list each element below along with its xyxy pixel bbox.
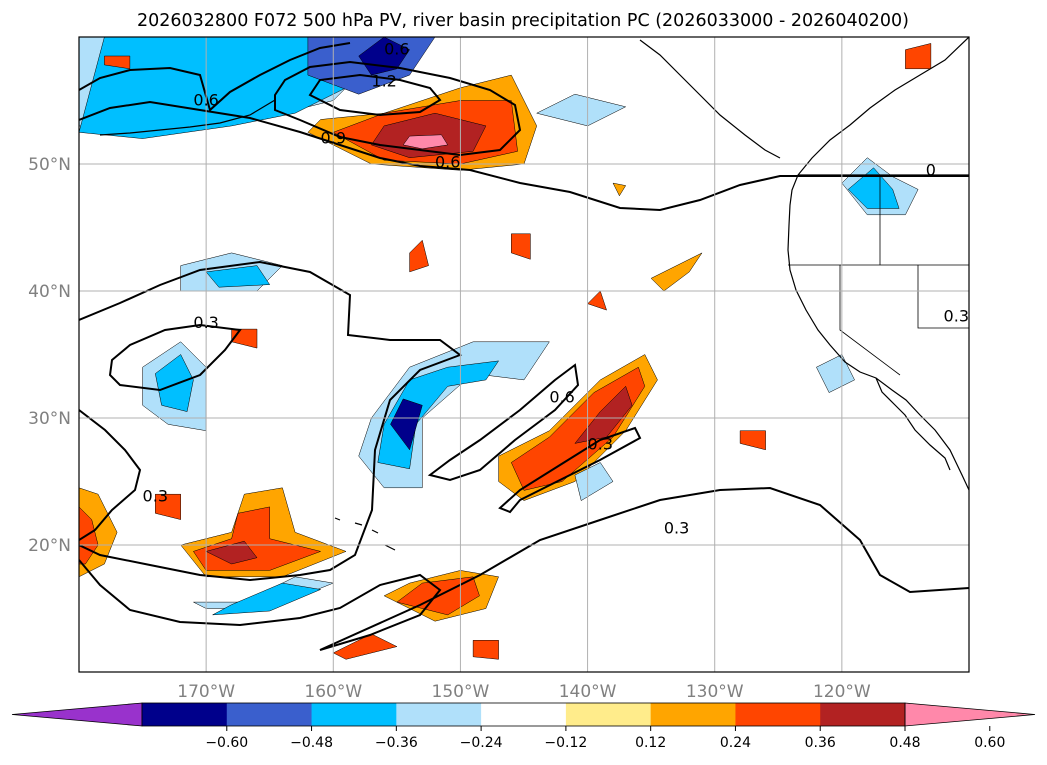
colorbar: −0.60 −0.48 −0.36 −0.24 −0.12 0.12 0.24 0.36 0.4… bbox=[11, 702, 1036, 751]
filled-region-17 bbox=[390, 398, 423, 451]
pv-contour-0.9 bbox=[274, 60, 522, 157]
x-tick-label-2: 150°W bbox=[432, 682, 490, 702]
colorbar-extend-max bbox=[904, 702, 1036, 727]
chart-title: 2026032800 F072 500 hPa PV, river basin … bbox=[137, 11, 909, 31]
filled-region-7 bbox=[402, 134, 449, 150]
filled-region-19 bbox=[510, 366, 646, 491]
north-america-coastline bbox=[787, 37, 969, 491]
filled-region-14 bbox=[155, 354, 194, 412]
y-tick-label-1: 30°N bbox=[28, 409, 71, 429]
filled-region-34 bbox=[587, 290, 607, 311]
pv-contour-1.2 bbox=[308, 73, 442, 117]
pv-contour-0.3-narrow bbox=[498, 426, 642, 514]
contour-label-4: 0.6 bbox=[435, 153, 460, 172]
filled-region-28 bbox=[212, 582, 322, 616]
filled-region-20 bbox=[574, 385, 633, 444]
baja-peninsula bbox=[875, 377, 951, 471]
colorbar-tick-label-2: −0.36 bbox=[375, 735, 418, 751]
filled-region-41 bbox=[511, 233, 531, 260]
colorbar-tick-label-9: 0.60 bbox=[974, 735, 1005, 751]
contour-label-6: 0.6 bbox=[549, 388, 574, 407]
colorbar-tick-label-3: −0.24 bbox=[460, 735, 503, 751]
contour-label-1: 0.6 bbox=[384, 40, 409, 59]
colorbar-frame bbox=[141, 702, 906, 727]
map-gridlines bbox=[79, 37, 969, 672]
longitude-tick-labels: 170°W 160°W 150°W 140°W 130°W 120°W bbox=[177, 682, 871, 702]
filled-region-33 bbox=[409, 239, 429, 273]
precipitation-pc-fills bbox=[79, 37, 932, 660]
colorbar-tick-label-6: 0.24 bbox=[720, 735, 751, 751]
pv-contour-0.3-south bbox=[79, 486, 969, 651]
filled-region-10 bbox=[847, 167, 900, 209]
colorbar-bin-3 bbox=[311, 703, 397, 726]
contour-label-2: 1.2 bbox=[371, 71, 396, 90]
pv-contour-0.3-large bbox=[79, 260, 463, 582]
contour-label-8: 0.3 bbox=[143, 487, 168, 506]
y-tick-label-3: 50°N bbox=[28, 155, 71, 175]
pv-contour-0.6-north bbox=[79, 100, 969, 212]
x-tick-label-0: 170°W bbox=[177, 682, 235, 702]
filled-region-36 bbox=[739, 430, 766, 451]
y-tick-label-0: 20°N bbox=[28, 536, 71, 556]
coastline-and-borders bbox=[99, 37, 969, 551]
contour-label-7: 0.3 bbox=[588, 435, 613, 454]
colorbar-tick-label-7: 0.36 bbox=[805, 735, 836, 751]
contour-label-10: 0.3 bbox=[944, 306, 969, 325]
pv-contour-0.3-west-loop bbox=[108, 323, 242, 392]
colorbar-bin-2 bbox=[226, 703, 313, 726]
contour-label-0: 0.6 bbox=[193, 91, 218, 110]
filled-region-8 bbox=[535, 93, 627, 127]
colorbar-bin-4 bbox=[396, 703, 482, 726]
colorbar-tick-label-1: −0.48 bbox=[290, 735, 333, 751]
colorbar-bin-1 bbox=[142, 703, 228, 726]
hawaii-islands bbox=[334, 517, 396, 551]
aleutian-islands bbox=[99, 99, 276, 136]
x-tick-label-1: 160°W bbox=[304, 682, 362, 702]
pv-contour-0.6-alaska bbox=[79, 42, 351, 112]
contour-label-9: 0.3 bbox=[664, 518, 689, 537]
filled-region-37 bbox=[155, 493, 181, 520]
colorbar-bin-5 bbox=[481, 703, 567, 726]
pv-contour-0.3-west-edge bbox=[79, 409, 142, 541]
filled-region-23 bbox=[79, 506, 99, 565]
colorbar-tick-label-5: 0.12 bbox=[635, 735, 666, 751]
state-borders bbox=[788, 175, 969, 376]
contour-label-5: 0.3 bbox=[193, 313, 218, 332]
colorbar-bin-6 bbox=[565, 703, 652, 726]
x-tick-label-3: 140°W bbox=[559, 682, 617, 702]
pv-contour-0.6-ridge bbox=[427, 363, 580, 482]
contour-label-3: 0.9 bbox=[321, 129, 346, 148]
map-frame bbox=[78, 36, 970, 673]
contour-label-11: 0 bbox=[926, 160, 936, 179]
x-tick-label-5: 120°W bbox=[813, 682, 871, 702]
alaska-panhandle-islands bbox=[639, 39, 781, 159]
colorbar-extend-min bbox=[11, 702, 143, 727]
colorbar-tick-label-0: −0.60 bbox=[205, 735, 248, 751]
filled-region-35 bbox=[816, 354, 855, 393]
y-tick-label-2: 40°N bbox=[28, 282, 71, 302]
colorbar-tick-label-4: −0.12 bbox=[544, 735, 587, 751]
colorbar-tick-label-8: 0.48 bbox=[889, 735, 920, 751]
filled-region-12 bbox=[205, 265, 271, 288]
x-tick-label-4: 130°W bbox=[686, 682, 744, 702]
colorbar-bin-8 bbox=[735, 703, 821, 726]
colorbar-bin-7 bbox=[650, 703, 736, 726]
filled-region-42 bbox=[612, 182, 627, 197]
filled-region-32 bbox=[650, 252, 703, 292]
filled-region-31 bbox=[332, 633, 398, 660]
filled-region-21 bbox=[574, 462, 614, 501]
pv-contours bbox=[79, 42, 969, 651]
colorbar-bin-9 bbox=[820, 703, 906, 726]
filled-region-40 bbox=[104, 55, 131, 70]
filled-region-38 bbox=[472, 640, 499, 660]
pv-contour-labels: 0.6 0.6 1.2 0.9 0.6 0.3 0.6 0.3 0.3 0.3 0.3 0 bbox=[143, 40, 969, 538]
latitude-tick-labels: 20°N 30°N 40°N 50°N bbox=[28, 155, 71, 556]
